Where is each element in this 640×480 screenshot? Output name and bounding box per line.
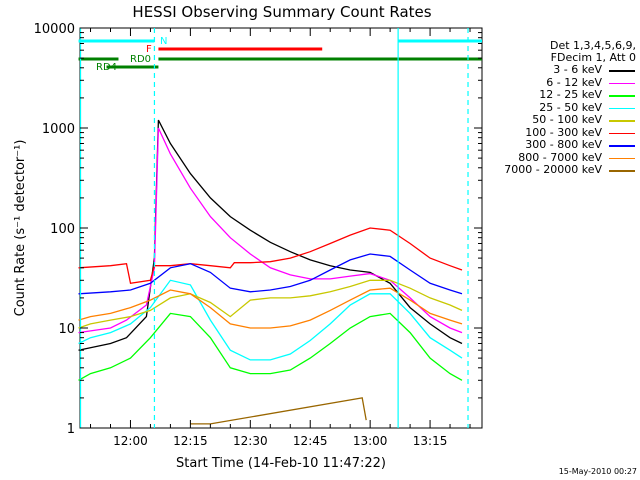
legend-label: 7000 - 20000 keV — [504, 163, 602, 176]
legend-swatch — [609, 132, 635, 135]
series-line-12-25-kev — [78, 312, 463, 381]
legend-item: 25 - 50 keV — [488, 100, 636, 115]
annotation-rd4: RD4 — [96, 62, 117, 73]
axis-layer: 12:00 12:15 12:30 12:45 13:00 13:15 1 10 100 1000… — [34, 22, 482, 448]
y-tick-label: 10000 — [34, 22, 75, 37]
legend-item: 800 - 7000 keV — [488, 150, 636, 165]
annotation-n: N — [160, 36, 167, 47]
legend-label: 300 - 800 keV — [525, 138, 602, 151]
legend-label: 3 - 6 keV — [553, 63, 602, 76]
x-tick-label: 13:15 — [413, 434, 448, 448]
series-line-25-50-kev — [78, 279, 463, 361]
series-line-7000-20000-kev — [190, 397, 367, 425]
y-tick-label: 1000 — [42, 122, 75, 137]
annotation-f: F — [146, 44, 152, 55]
x-tick-label: 12:45 — [293, 434, 328, 448]
legend-label: 25 - 50 keV — [539, 100, 602, 114]
legend-item: 3 - 6 keV — [488, 63, 636, 77]
x-tick-label: 12:00 — [113, 434, 148, 448]
series-layer — [78, 119, 463, 425]
series-line-300-800-kev — [78, 253, 463, 295]
annotation-rd0: RD0 — [130, 54, 151, 65]
y-axis-label: Count Rate (s⁻¹ detector⁻¹) — [13, 140, 28, 317]
series-line-100-300-kev — [78, 227, 463, 285]
legend-swatch — [609, 82, 635, 85]
legend-item: 100 - 300 keV — [488, 125, 636, 140]
legend-swatch — [609, 107, 635, 110]
legend-swatch — [609, 95, 635, 97]
legend-header-line-1: Det 1,3,4,5,6,9, — [549, 39, 636, 52]
y-tick-label: 1 — [67, 422, 75, 437]
legend-item: 7000 - 20000 keV — [488, 163, 636, 177]
vertical-markers — [79, 28, 469, 428]
chart-title: HESSI Observing Summary Count Rates — [132, 3, 431, 21]
legend-item: 6 - 12 keV — [488, 75, 636, 90]
legend-item: 50 - 100 keV — [488, 113, 636, 127]
legend-swatch — [609, 170, 635, 172]
series-line-800-7000-kev — [78, 287, 463, 329]
legend-item: 12 - 25 keV — [488, 88, 636, 102]
legend-label: 12 - 25 keV — [539, 88, 602, 101]
plot-frame — [79, 27, 483, 429]
series-line-50-100-kev — [78, 279, 463, 329]
y-tick-label: 10 — [58, 322, 75, 337]
series-line-6-12-kev — [78, 127, 463, 334]
legend-label: 6 - 12 keV — [546, 75, 602, 89]
legend-label: 800 - 7000 keV — [518, 150, 602, 164]
legend-swatch — [609, 145, 635, 147]
legend-label: 50 - 100 keV — [532, 113, 602, 126]
legend: Det 1,3,4,5,6,9, FDecim 1, Att 0 3 - 6 k… — [488, 40, 636, 177]
x-tick-label: 12:30 — [233, 434, 268, 448]
footer-timestamp: 15-May-2010 00:27 — [558, 467, 637, 476]
legend-label: 100 - 300 keV — [525, 125, 602, 139]
x-tick-label: 12:15 — [173, 434, 208, 448]
legend-header-line-2: FDecim 1, Att 0 — [550, 51, 636, 64]
x-tick-label: 13:00 — [353, 434, 388, 448]
y-tick-label: 100 — [50, 222, 75, 237]
series-line-3-6-kev — [78, 119, 463, 351]
x-axis-label: Start Time (14-Feb-10 11:47:22) — [176, 456, 386, 471]
legend-swatch — [609, 157, 635, 160]
legend-swatch — [609, 70, 635, 72]
legend-item: 300 - 800 keV — [488, 138, 636, 152]
legend-swatch — [609, 120, 635, 122]
